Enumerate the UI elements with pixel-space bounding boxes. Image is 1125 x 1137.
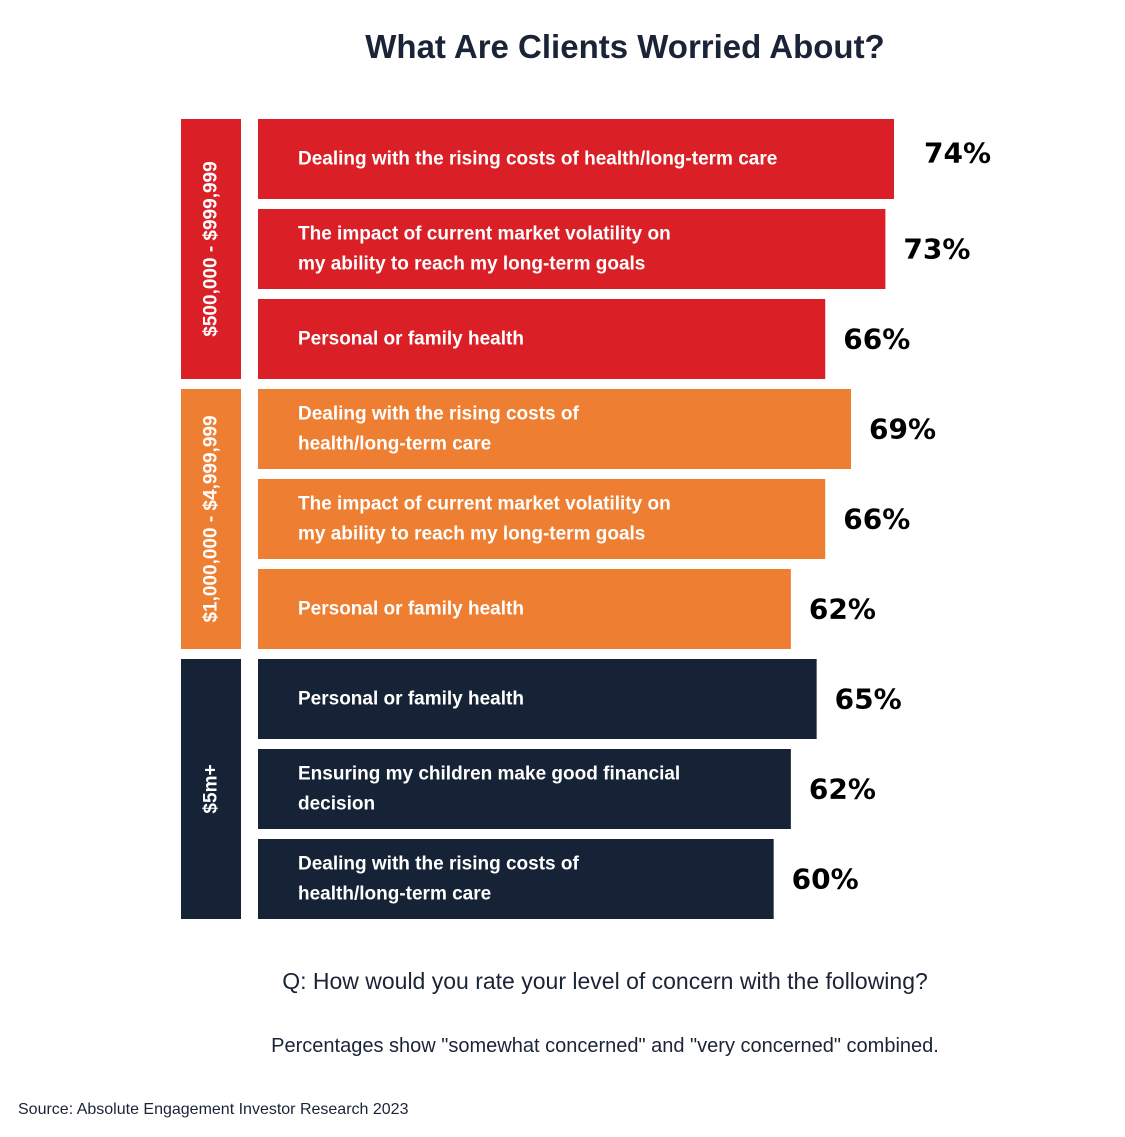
bar-label-2-0-line-0: Personal or family health [298,689,524,710]
value-label-2-0: 65% [835,683,902,716]
bar-0-0 [258,119,894,199]
value-label-1-2: 62% [809,593,876,626]
bar-1-1 [258,479,826,559]
bar-label-1-0-line-0: Dealing with the rising costs of [298,404,579,425]
group-band-0 [181,119,241,379]
value-label-2-1: 62% [809,773,876,806]
value-label-0-1: 73% [903,233,970,266]
bar-2-0 [258,659,817,739]
bar-label-2-1-line-1: decision [298,794,375,815]
chart-title: What Are Clients Worried About? [365,28,885,65]
bar-2-1 [258,749,791,829]
bar-label-1-1-line-1: my ability to reach my long-term goals [298,524,645,545]
bar-label-0-2-line-0: Personal or family health [298,329,524,350]
bar-label-2-2-line-0: Dealing with the rising costs of [298,854,579,875]
chart-source: Source: Absolute Engagement Investor Res… [18,1101,409,1118]
bar-1-0 [258,389,852,469]
group-label-1: $1,000,000 - $4,999,999 [201,415,222,622]
bar-label-0-1-line-1: my ability to reach my long-term goals [298,254,645,275]
bar-0-2 [258,299,826,379]
group-label-2: $5m+ [201,764,222,813]
bar-label-2-1-line-0: Ensuring my children make good financial [298,764,680,785]
value-label-1-1: 66% [843,503,910,536]
bar-label-1-2-line-0: Personal or family health [298,599,524,620]
bar-label-1-1-line-0: The impact of current market volatility … [298,494,671,515]
bar-2-2 [258,839,774,919]
value-label-2-2: 60% [792,863,859,896]
value-label-0-2: 66% [843,323,910,356]
group-band-2 [181,659,241,919]
bar-label-1-0-line-1: health/long-term care [298,434,491,455]
bar-1-2 [258,569,791,649]
bar-0-1 [258,209,886,289]
survey-question: Q: How would you rate your level of conc… [282,968,928,994]
bar-label-0-0-line-0: Dealing with the rising costs of health/… [298,149,777,170]
value-label-0-0: 74% [924,137,991,170]
group-label-0: $500,000 - $999,999 [201,161,222,336]
value-label-1-0: 69% [869,413,936,446]
group-band-1 [181,389,241,649]
bar-label-0-1-line-0: The impact of current market volatility … [298,224,671,245]
bar-label-2-2-line-1: health/long-term care [298,884,491,905]
chart-note: Percentages show "somewhat concerned" an… [271,1035,939,1057]
